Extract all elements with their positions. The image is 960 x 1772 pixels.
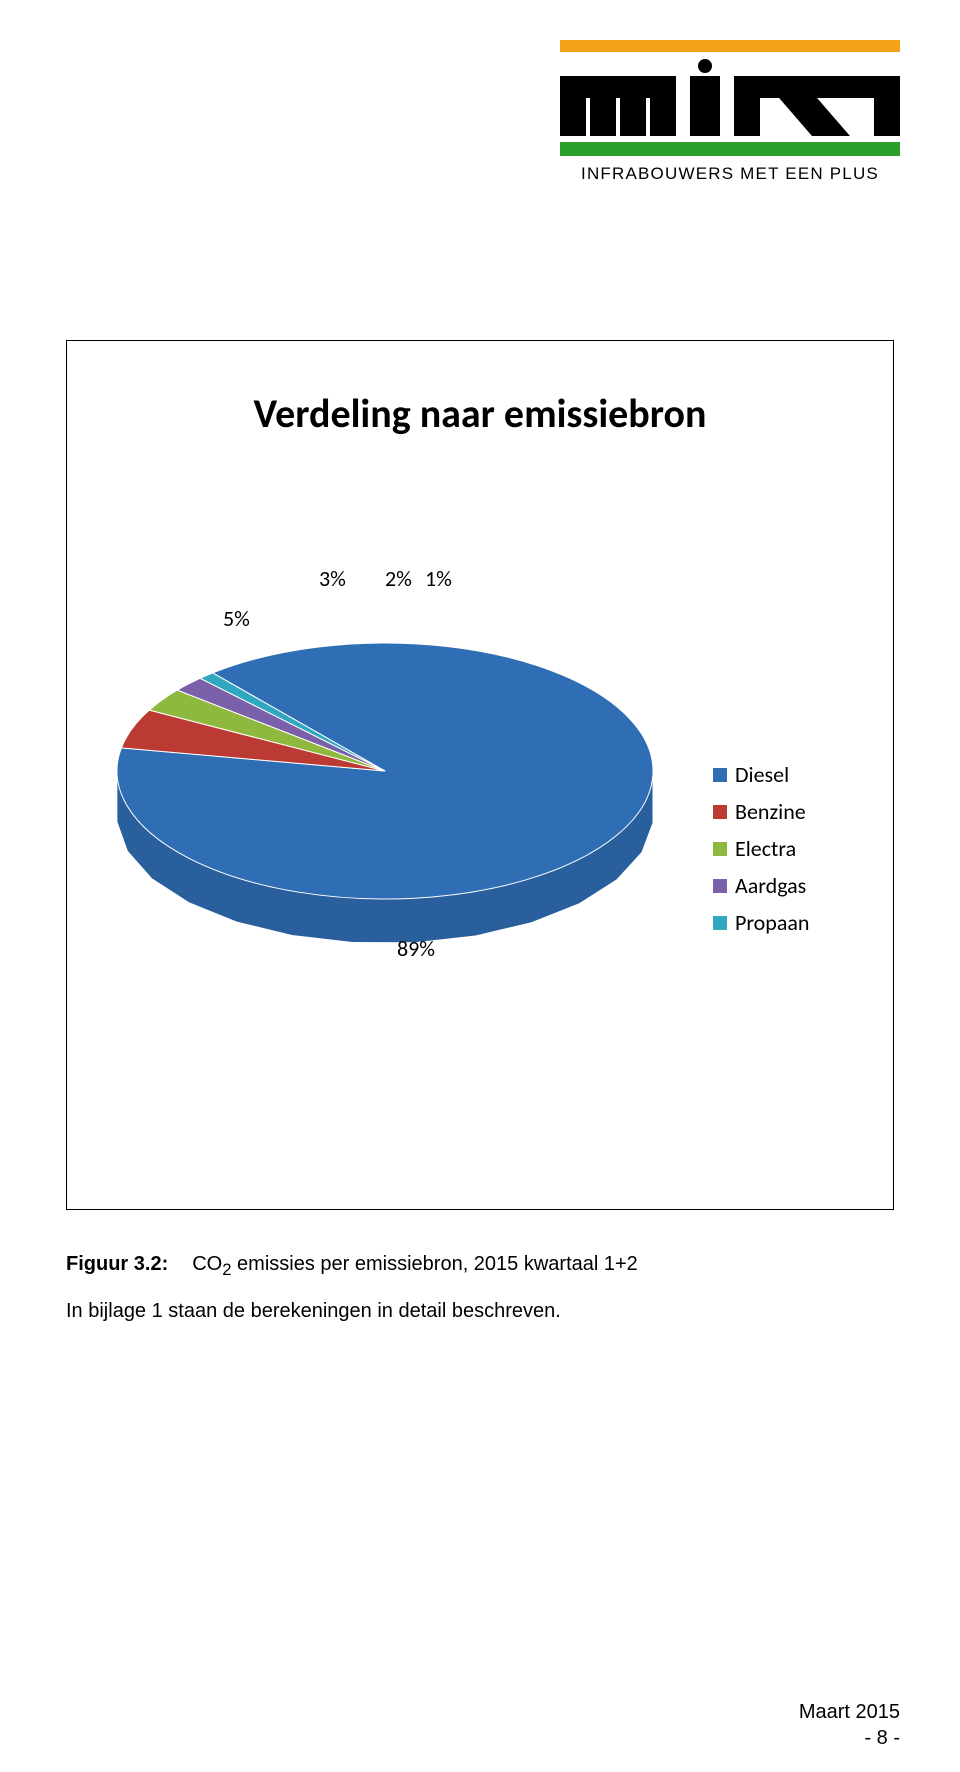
figure-caption: Figuur 3.2: CO2 emissies per emissiebron… (66, 1240, 886, 1290)
chart-legend: Diesel Benzine Electra Aardgas Propaan (713, 761, 853, 946)
caption-label: Figuur 3.2: (66, 1240, 168, 1290)
legend-swatch (713, 879, 727, 893)
pie-data-label: 5% (223, 605, 250, 632)
legend-label: Electra (735, 835, 796, 862)
legend-label: Diesel (735, 761, 789, 788)
legend-item: Benzine (713, 798, 853, 825)
legend-label: Benzine (735, 798, 806, 825)
pie-data-label: 3% (319, 565, 346, 592)
pie-data-label: 2% (385, 565, 412, 592)
logo-tagline: INFRABOUWERS MET EEN PLUS (560, 164, 900, 184)
legend-swatch (713, 916, 727, 930)
legend-swatch (713, 768, 727, 782)
logo-bar-bottom (560, 142, 900, 156)
footer-date: Maart 2015 (799, 1701, 900, 1724)
legend-label: Propaan (735, 909, 809, 936)
pie-data-label: 1% (425, 565, 452, 592)
chart-frame: Verdeling naar emissiebron 89%5%3%2%1% D… (66, 340, 894, 1210)
legend-item: Electra (713, 835, 853, 862)
caption-text: CO2 emissies per emissiebron, 2015 kwart… (192, 1240, 638, 1290)
pie-data-label: 89% (397, 935, 435, 962)
company-logo: INFRABOUWERS MET EEN PLUS (560, 40, 900, 184)
pie-chart: 89%5%3%2%1% (107, 623, 663, 953)
legend-swatch (713, 805, 727, 819)
body-paragraph: In bijlage 1 staan de berekeningen in de… (66, 1300, 886, 1323)
logo-bar-top (560, 40, 900, 52)
logo-wordmark (560, 58, 900, 136)
footer-page-number: - 8 - (864, 1727, 900, 1750)
legend-item: Propaan (713, 909, 853, 936)
legend-item: Aardgas (713, 872, 853, 899)
legend-swatch (713, 842, 727, 856)
chart-title: Verdeling naar emissiebron (67, 389, 893, 438)
pie-svg (107, 623, 663, 953)
legend-item: Diesel (713, 761, 853, 788)
legend-label: Aardgas (735, 872, 806, 899)
